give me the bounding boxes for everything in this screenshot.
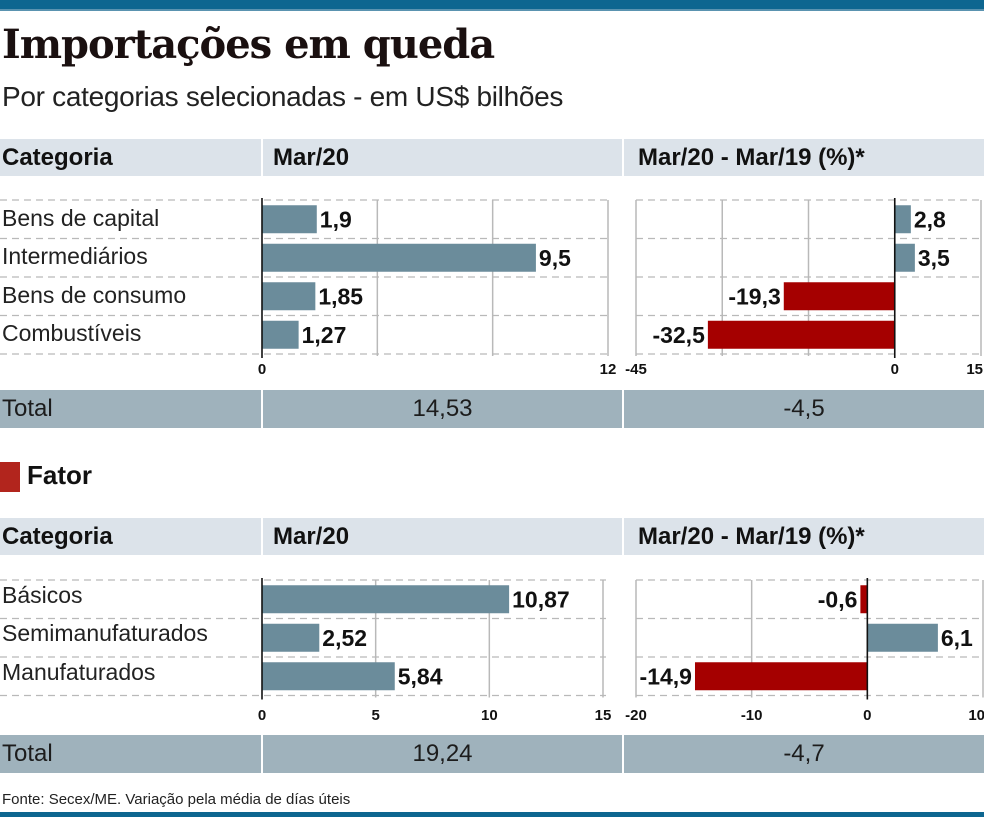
chart-subtitle: Por categorias selecionadas - em US$ bil… bbox=[2, 81, 564, 112]
total-change: -4,5 bbox=[624, 390, 984, 428]
tick-label: 0 bbox=[863, 707, 871, 724]
category-label: Bens de capital bbox=[2, 205, 160, 231]
data-label: 9,5 bbox=[539, 245, 571, 271]
fator-label: Fator bbox=[27, 460, 92, 490]
bar bbox=[694, 662, 868, 691]
tick-label: 10 bbox=[481, 707, 498, 724]
data-label: 10,87 bbox=[512, 586, 570, 612]
data-label: 1,9 bbox=[320, 206, 352, 232]
bar bbox=[894, 243, 915, 272]
data-label: 2,52 bbox=[322, 625, 367, 651]
category-label: Básicos bbox=[2, 582, 83, 608]
data-label: -14,9 bbox=[640, 663, 692, 689]
header-categoria: Categoria bbox=[0, 518, 261, 555]
bar bbox=[262, 585, 510, 614]
data-label: -0,6 bbox=[818, 586, 858, 612]
total-value: 14,53 bbox=[263, 390, 622, 428]
fator-marker-icon bbox=[0, 462, 20, 492]
tick-label: 0 bbox=[258, 361, 266, 378]
header-categoria: Categoria bbox=[0, 139, 261, 176]
category-label: Manufaturados bbox=[2, 659, 156, 685]
tick-label: 15 bbox=[595, 707, 612, 724]
top-accent-bar bbox=[0, 0, 984, 11]
header-mar20: Mar/20 bbox=[263, 139, 622, 176]
tick-label: -20 bbox=[625, 707, 647, 724]
section1-header-row: Categoria Mar/20 Mar/20 - Mar/19 (%)* bbox=[0, 139, 984, 176]
data-label: 1,85 bbox=[318, 283, 363, 309]
bar bbox=[262, 662, 395, 691]
tick-label: 0 bbox=[258, 707, 266, 724]
tick-label: 10 bbox=[968, 707, 984, 724]
bar bbox=[867, 623, 938, 652]
bar bbox=[262, 243, 536, 272]
total-change: -4,7 bbox=[624, 735, 984, 773]
data-label: 5,84 bbox=[398, 663, 443, 689]
header-mar20: Mar/20 bbox=[263, 518, 622, 555]
source-note: Fonte: Secex/ME. Variação pela média de … bbox=[2, 791, 351, 808]
bar bbox=[707, 320, 895, 349]
section1-total-row: Total 14,53 -4,5 bbox=[0, 390, 984, 428]
tick-label: 15 bbox=[966, 361, 983, 378]
bar bbox=[262, 282, 316, 311]
section2-header-row: Categoria Mar/20 Mar/20 - Mar/19 (%)* bbox=[0, 518, 984, 555]
category-label: Combustíveis bbox=[2, 320, 142, 346]
category-label: Semimanufaturados bbox=[2, 620, 208, 646]
bar bbox=[262, 205, 317, 234]
data-label: 6,1 bbox=[941, 625, 973, 651]
data-label: 2,8 bbox=[914, 206, 946, 232]
bar bbox=[894, 205, 911, 234]
tick-label: -10 bbox=[741, 707, 763, 724]
data-label: -32,5 bbox=[652, 322, 705, 348]
bar bbox=[860, 585, 868, 614]
bar bbox=[262, 320, 299, 349]
bottom-accent-bar bbox=[0, 812, 984, 817]
chart-title: Importações em queda bbox=[2, 21, 495, 68]
tick-label: 12 bbox=[600, 361, 617, 378]
bar bbox=[783, 282, 895, 311]
data-label: -19,3 bbox=[728, 283, 780, 309]
total-value: 19,24 bbox=[263, 735, 622, 773]
data-label: 3,5 bbox=[918, 245, 950, 271]
tick-label: 0 bbox=[891, 361, 899, 378]
header-variation: Mar/20 - Mar/19 (%)* bbox=[624, 518, 984, 555]
category-label: Bens de consumo bbox=[2, 282, 187, 308]
total-label: Total bbox=[0, 390, 261, 428]
bar bbox=[262, 623, 320, 652]
tick-label: 5 bbox=[371, 707, 379, 724]
tick-label: -45 bbox=[625, 361, 647, 378]
category-label: Intermediários bbox=[2, 243, 148, 269]
total-label: Total bbox=[0, 735, 261, 773]
header-variation: Mar/20 - Mar/19 (%)* bbox=[624, 139, 984, 176]
section2-total-row: Total 19,24 -4,7 bbox=[0, 735, 984, 773]
data-label: 1,27 bbox=[302, 322, 347, 348]
